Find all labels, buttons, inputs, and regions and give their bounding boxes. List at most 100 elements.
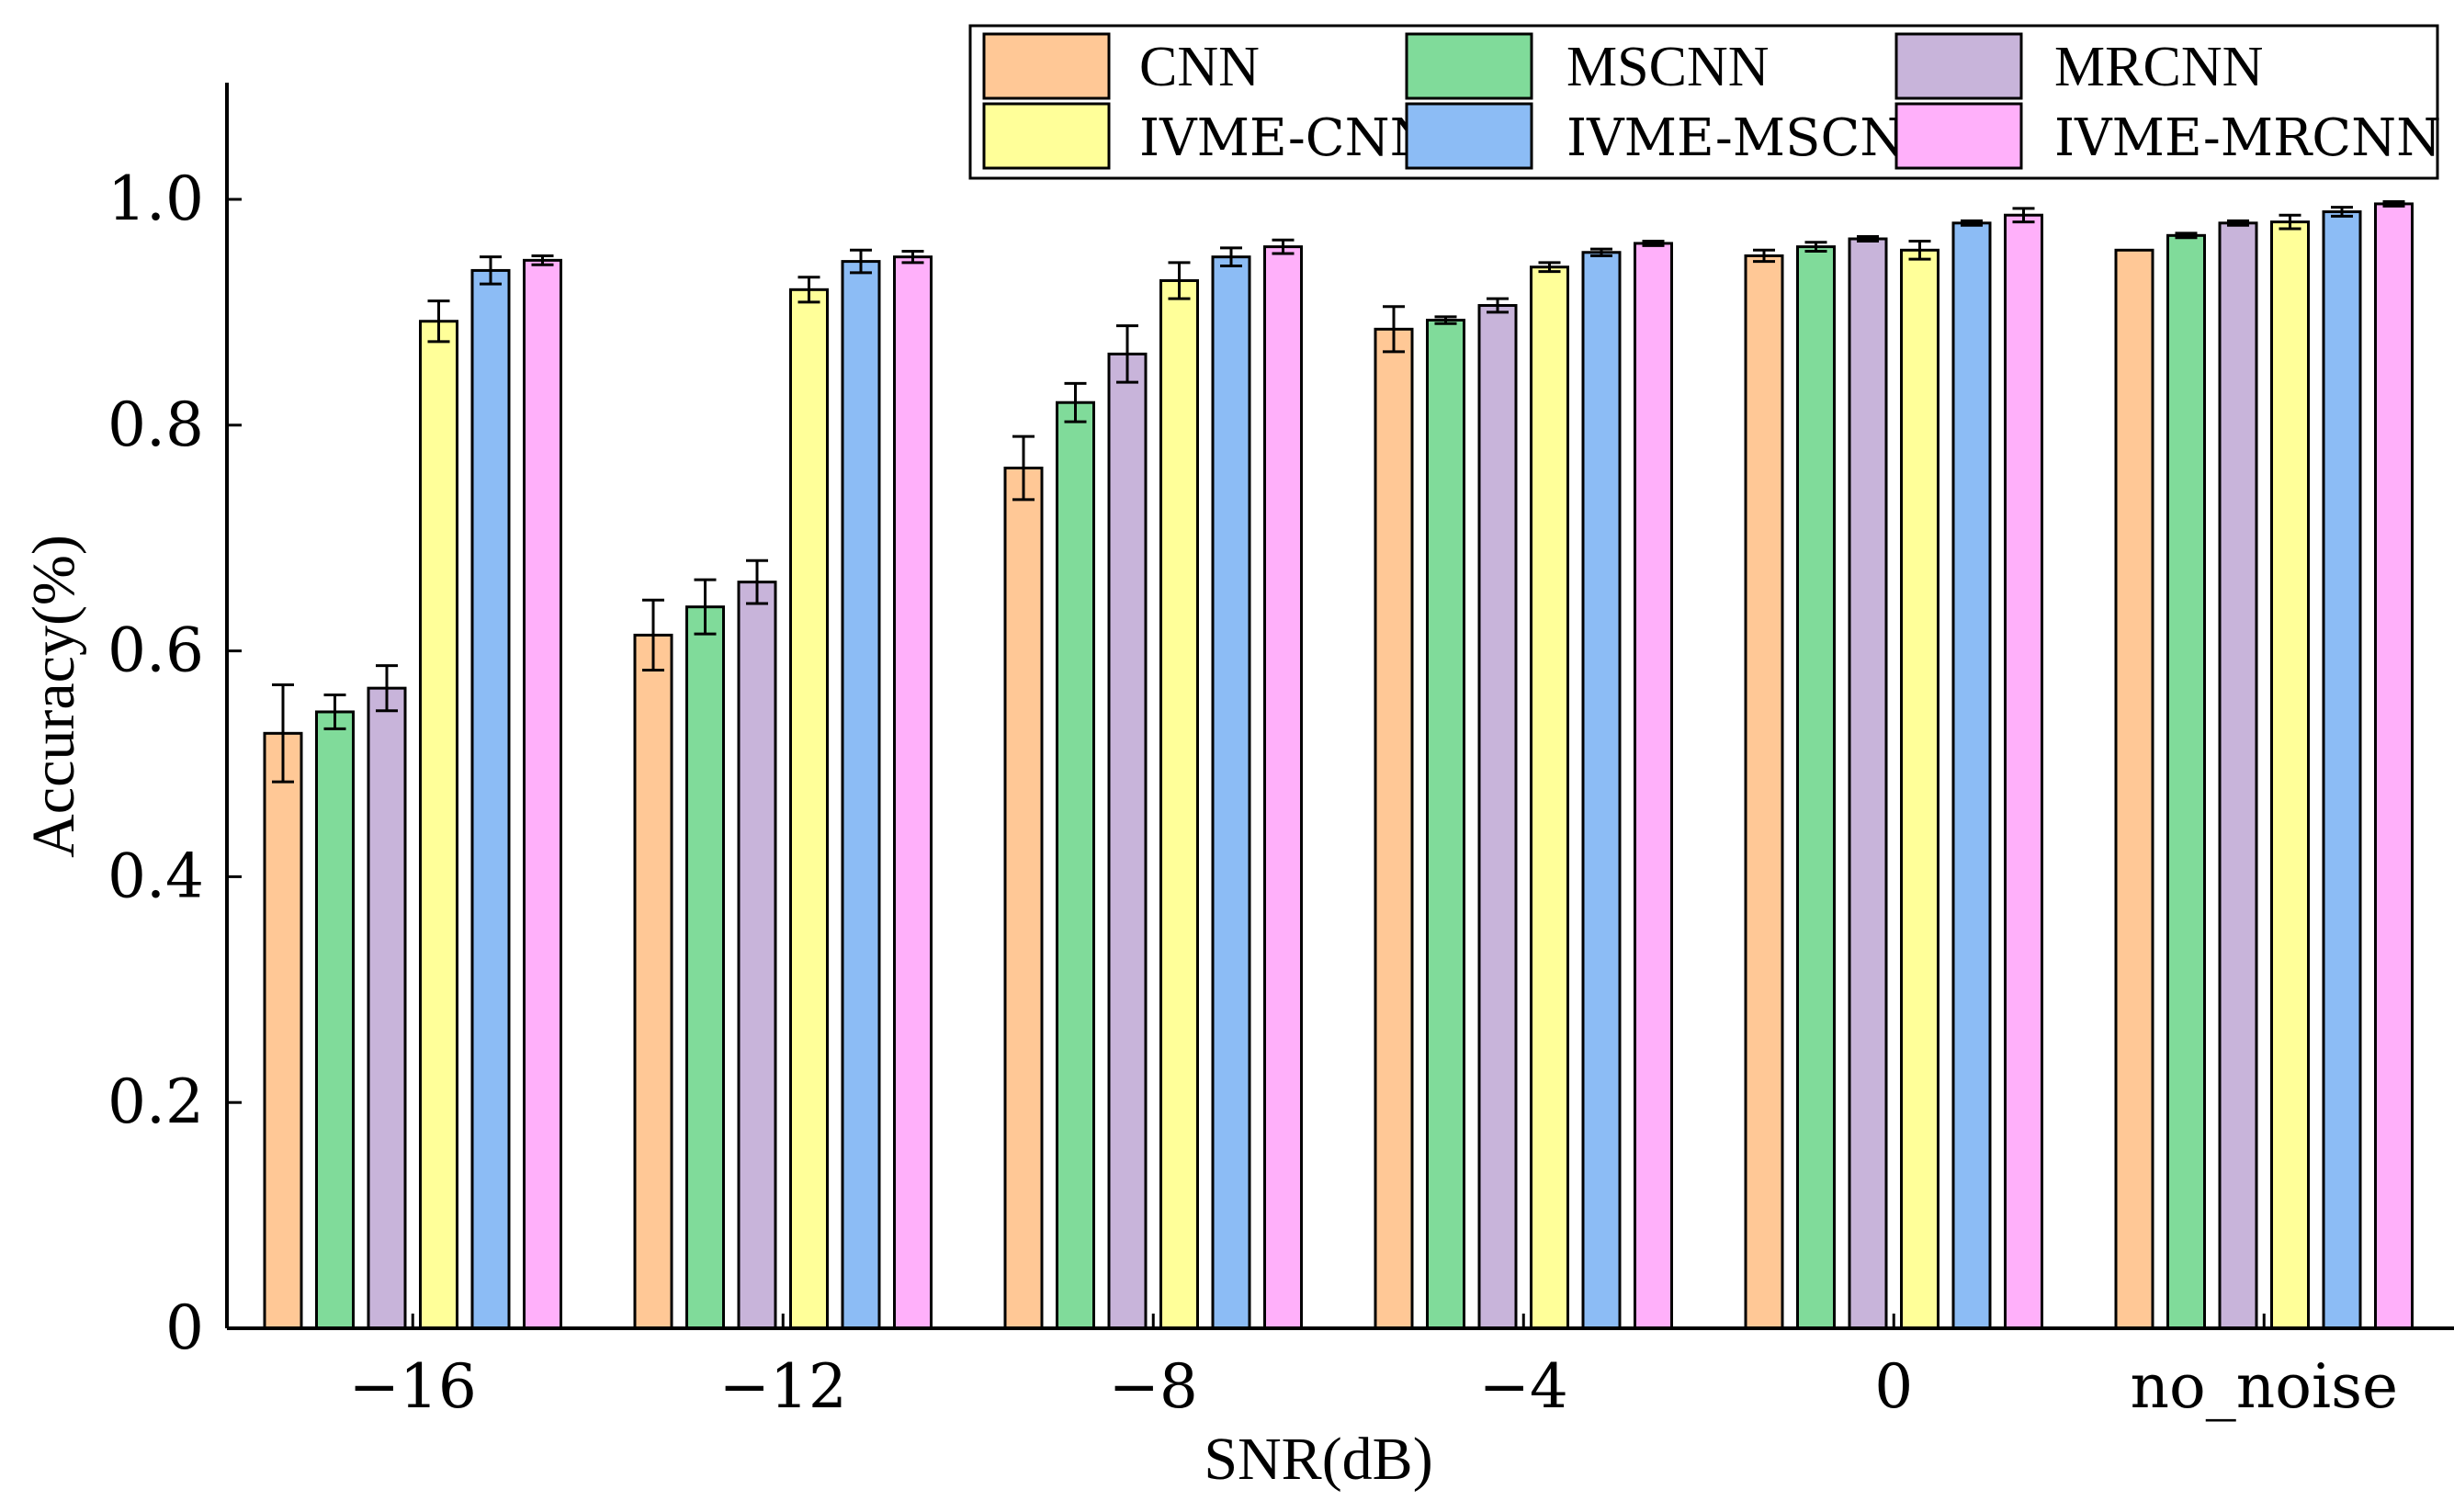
bar-ivme-mscnn-4 xyxy=(1951,221,1992,1330)
bar-ivme-mrcnn-5 xyxy=(2374,202,2414,1330)
error-bar-mscnn-5 xyxy=(2175,231,2198,240)
error-bar-ivme-mrcnn-2 xyxy=(1272,238,1295,255)
error-bar-mrcnn-1 xyxy=(746,559,768,605)
bar-mscnn-2 xyxy=(1056,401,1095,1330)
y-axis-title: Accuracy(%) xyxy=(20,535,87,858)
error-bar-mrcnn-0 xyxy=(376,664,398,713)
bar-ivme-mscnn-3 xyxy=(1581,251,1622,1330)
bar-cnn-5 xyxy=(2114,248,2154,1330)
bar-mscnn-5 xyxy=(2166,233,2206,1330)
y-tick-label: 0.8 xyxy=(107,389,204,460)
bar-mscnn-1 xyxy=(685,605,725,1330)
bars-layer xyxy=(263,199,2414,1330)
bar-cnn-4 xyxy=(1744,254,1784,1330)
bar-mrcnn-2 xyxy=(1107,352,1148,1330)
bar-mscnn-0 xyxy=(315,710,355,1330)
error-bar-ivme-cnn-1 xyxy=(797,276,820,304)
bar-cnn-0 xyxy=(263,731,303,1330)
bar-ivme-mscnn-2 xyxy=(1211,255,1251,1330)
legend-swatch-cnn xyxy=(982,32,1111,100)
error-bar-ivme-mrcnn-3 xyxy=(1642,239,1665,247)
error-bar-ivme-mscnn-1 xyxy=(850,248,872,275)
error-bar-mrcnn-2 xyxy=(1116,324,1138,384)
axes-layer: −16 −12 −8 −4 0 no_noise 0 0.2 0.4 0.6 0.8 1.0 xyxy=(107,83,2454,1422)
bar-mrcnn-0 xyxy=(367,686,407,1330)
error-bar-ivme-mscnn-3 xyxy=(1590,247,1612,257)
error-bar-mscnn-4 xyxy=(1804,241,1827,254)
error-bar-ivme-mscnn-2 xyxy=(1220,246,1242,268)
error-bar-ivme-cnn-3 xyxy=(1538,261,1561,274)
x-tick-label: −8 xyxy=(1109,1351,1198,1422)
legend-label-ivme-cnn: IVME-CNN xyxy=(1139,108,1435,168)
legend-swatch-mscnn xyxy=(1405,32,1533,100)
error-bar-mrcnn-4 xyxy=(1857,235,1879,243)
error-bar-mscnn-1 xyxy=(694,578,717,636)
bar-ivme-cnn-2 xyxy=(1159,278,1199,1330)
x-tick-label: −12 xyxy=(719,1351,847,1422)
error-bar-cnn-0 xyxy=(272,683,294,784)
error-bar-ivme-mscnn-4 xyxy=(1961,219,1983,227)
error-bar-mrcnn-5 xyxy=(2227,219,2249,227)
y-tick-label: 1.0 xyxy=(107,164,204,234)
legend-swatch-ivme-cnn xyxy=(982,102,1111,170)
bar-ivme-mscnn-1 xyxy=(841,260,881,1330)
y-tick-label: 0.2 xyxy=(107,1066,204,1137)
error-bar-cnn-2 xyxy=(1012,434,1035,502)
x-tick-label: 0 xyxy=(1874,1351,1913,1422)
error-bar-mscnn-2 xyxy=(1064,381,1087,423)
legend-label-ivme-mrcnn: IVME-MRCNN xyxy=(2054,108,2441,168)
bar-ivme-cnn-5 xyxy=(2270,220,2310,1330)
x-tick-label: −16 xyxy=(349,1351,477,1422)
bar-cnn-1 xyxy=(633,633,673,1330)
bar-mrcnn-3 xyxy=(1477,304,1518,1330)
x-tick-label: −4 xyxy=(1479,1351,1568,1422)
bar-cnn-3 xyxy=(1374,327,1414,1330)
error-bar-cnn-3 xyxy=(1383,305,1405,354)
y-tick-label: 0.4 xyxy=(107,841,204,911)
bar-ivme-mrcnn-4 xyxy=(2004,213,2043,1330)
legend-swatch-ivme-mscnn xyxy=(1405,102,1533,170)
bar-ivme-mrcnn-0 xyxy=(523,258,562,1330)
bar-ivme-mscnn-5 xyxy=(2322,210,2362,1330)
bar-mrcnn-5 xyxy=(2218,221,2258,1330)
error-bar-ivme-cnn-0 xyxy=(427,299,450,344)
error-bar-ivme-mrcnn-0 xyxy=(531,254,554,266)
bar-ivme-cnn-4 xyxy=(1900,248,1939,1330)
legend-swatch-ivme-mrcnn xyxy=(1894,102,2023,170)
bar-ivme-mrcnn-1 xyxy=(893,255,933,1330)
x-tick-label: no_noise xyxy=(2130,1351,2398,1422)
error-bar-cnn-4 xyxy=(1753,248,1775,264)
bar-ivme-mrcnn-2 xyxy=(1263,245,1303,1330)
bar-mscnn-3 xyxy=(1426,319,1465,1330)
legend-label-cnn: CNN xyxy=(1139,36,1260,98)
error-bar-cnn-1 xyxy=(642,598,664,671)
x-axis-title: SNR(dB) xyxy=(1204,1426,1432,1493)
error-bar-ivme-cnn-4 xyxy=(1908,239,1931,261)
error-bar-mrcnn-3 xyxy=(1487,297,1509,314)
bar-ivme-mscnn-0 xyxy=(470,268,511,1330)
bar-cnn-2 xyxy=(1003,467,1044,1330)
error-bar-ivme-mrcnn-1 xyxy=(901,250,924,265)
bar-mrcnn-1 xyxy=(737,581,777,1330)
legend-label-mscnn: MSCNN xyxy=(1566,36,1770,98)
bar-mrcnn-4 xyxy=(1848,237,1888,1330)
legend-swatch-mrcnn xyxy=(1894,32,2023,100)
bar-ivme-cnn-0 xyxy=(419,320,458,1330)
error-bar-ivme-mscnn-5 xyxy=(2331,206,2353,218)
error-bar-ivme-cnn-2 xyxy=(1168,261,1191,300)
error-bar-ivme-mscnn-0 xyxy=(480,255,502,286)
error-bar-ivme-cnn-5 xyxy=(2279,213,2301,231)
legend-box xyxy=(968,24,2439,180)
bar-ivme-cnn-3 xyxy=(1530,265,1569,1330)
y-tick-label: 0 xyxy=(165,1292,204,1363)
error-bar-ivme-mrcnn-5 xyxy=(2382,199,2405,208)
error-bar-ivme-mrcnn-4 xyxy=(2012,207,2035,224)
y-tick-label: 0.6 xyxy=(107,615,204,686)
bar-ivme-mrcnn-3 xyxy=(1634,242,1673,1330)
error-bar-mscnn-0 xyxy=(323,694,346,730)
legend-label-ivme-mscnn: IVME-MSCNN xyxy=(1566,108,1950,168)
bar-mscnn-4 xyxy=(1796,245,1836,1330)
legend: CNN MSCNN MRCNN IVME-CNN IVME-MSCNN IVME-MRCN… xyxy=(968,24,2441,180)
error-bar-mscnn-3 xyxy=(1434,315,1457,325)
